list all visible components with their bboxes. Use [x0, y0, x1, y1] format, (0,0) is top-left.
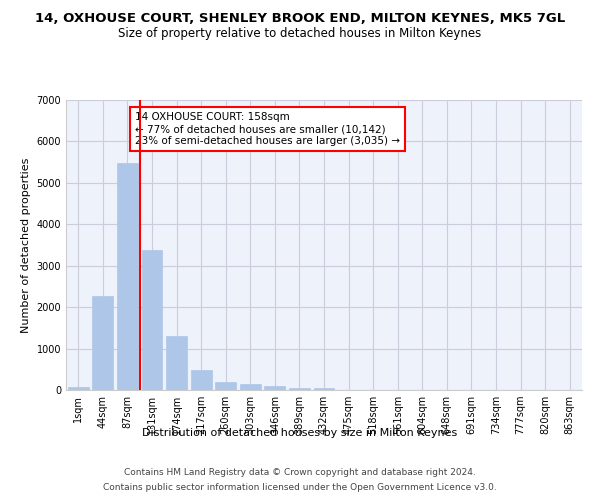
Bar	[240, 384, 261, 390]
Bar	[289, 388, 310, 390]
Bar	[166, 336, 187, 390]
Text: 14, OXHOUSE COURT, SHENLEY BROOK END, MILTON KEYNES, MK5 7GL: 14, OXHOUSE COURT, SHENLEY BROOK END, MI…	[35, 12, 565, 26]
Y-axis label: Number of detached properties: Number of detached properties	[21, 158, 31, 332]
Bar	[117, 163, 138, 390]
Bar	[142, 250, 163, 390]
Bar	[68, 387, 89, 390]
Text: Distribution of detached houses by size in Milton Keynes: Distribution of detached houses by size …	[142, 428, 458, 438]
Bar	[191, 370, 212, 390]
Bar	[215, 382, 236, 390]
Text: Size of property relative to detached houses in Milton Keynes: Size of property relative to detached ho…	[118, 28, 482, 40]
Text: Contains public sector information licensed under the Open Government Licence v3: Contains public sector information licen…	[103, 483, 497, 492]
Bar	[314, 388, 334, 390]
Text: 14 OXHOUSE COURT: 158sqm
← 77% of detached houses are smaller (10,142)
23% of se: 14 OXHOUSE COURT: 158sqm ← 77% of detach…	[135, 112, 400, 146]
Bar	[92, 296, 113, 390]
Bar	[265, 386, 286, 390]
Text: Contains HM Land Registry data © Crown copyright and database right 2024.: Contains HM Land Registry data © Crown c…	[124, 468, 476, 477]
